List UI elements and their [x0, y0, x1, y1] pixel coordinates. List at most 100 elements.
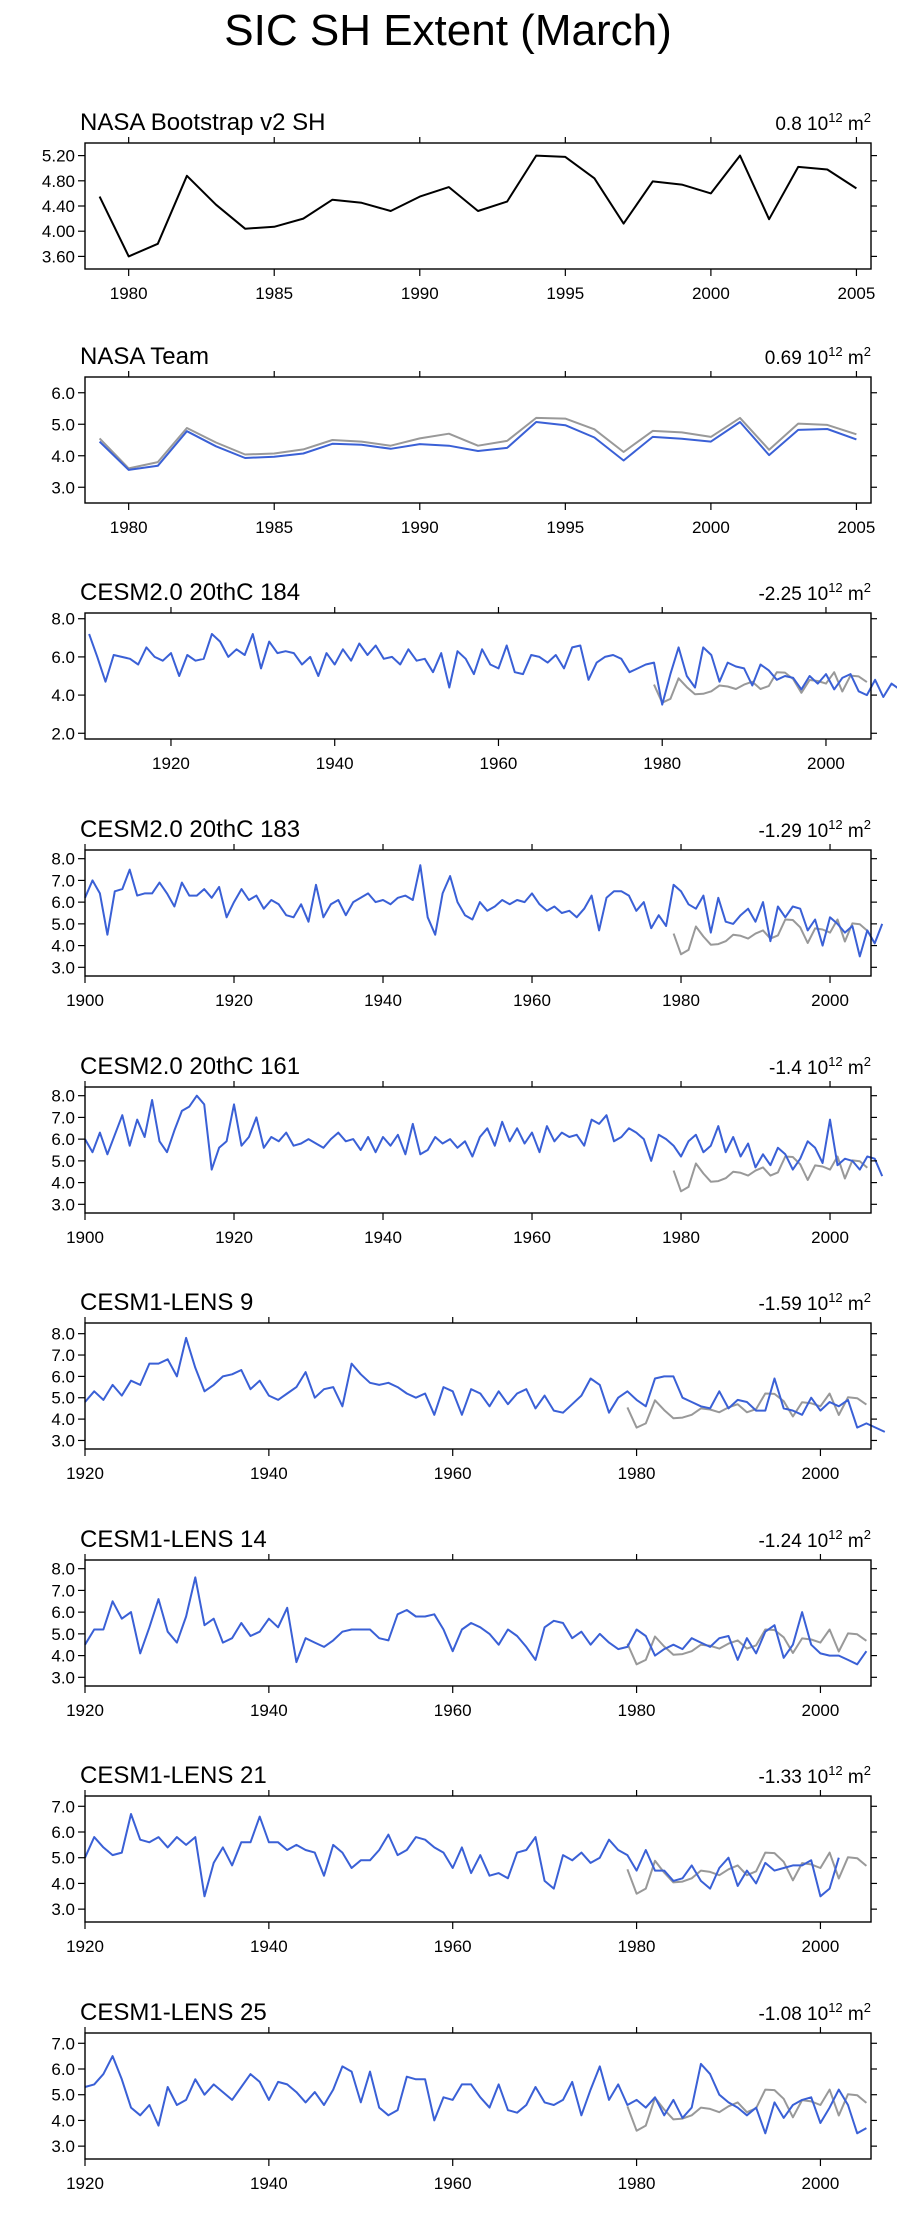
series-line-obs-ref [672, 1155, 868, 1193]
x-tick-label: 1920 [66, 1701, 104, 1720]
y-tick-label: 4.0 [51, 686, 75, 705]
x-tick-label: 2000 [802, 1464, 840, 1483]
x-tick-label: 1960 [434, 2174, 472, 2193]
x-tick-label: 2005 [838, 284, 876, 303]
y-tick-label: 6.0 [51, 893, 75, 912]
x-tick-label: 1960 [434, 1464, 472, 1483]
y-tick-label: 7.0 [51, 871, 75, 890]
x-tick-label: 1960 [434, 1701, 472, 1720]
y-tick-label: 6.0 [51, 384, 75, 403]
series-line-obs-ref [653, 671, 868, 704]
panel-trend-label: -1.29 1012 m2 [758, 817, 871, 842]
y-tick-label: 4.0 [51, 1647, 75, 1666]
x-tick-label: 1980 [618, 1937, 656, 1956]
y-tick-label: 5.20 [42, 147, 75, 166]
x-tick-label: 1940 [316, 754, 354, 773]
main-title: SIC SH Extent (March) [224, 6, 671, 55]
x-tick-label: 1900 [66, 991, 104, 1010]
panel-title: CESM2.0 20thC 184 [80, 579, 300, 606]
chart-panel: CESM2.0 20thC 184 -2.25 1012 m2 1920 1940 19… [51, 579, 897, 773]
series-line-model [84, 1094, 884, 1177]
panel-title: CESM1-LENS 25 [80, 1999, 267, 2026]
plot-frame [84, 849, 872, 977]
plot-frame [84, 142, 872, 270]
series-line-obs [98, 154, 857, 258]
chart-panel: CESM2.0 20thC 183 -1.29 1012 m2 1900 1920 19… [51, 816, 884, 1010]
plot-frame [84, 1086, 872, 1214]
series-line-obs-ref [626, 1392, 867, 1429]
x-tick-label: 2005 [838, 518, 876, 537]
x-tick-label: 1995 [546, 284, 584, 303]
y-tick-label: 8.0 [51, 1560, 75, 1579]
x-tick-label: 2000 [802, 2174, 840, 2193]
panel-title: NASA Bootstrap v2 SH [80, 109, 325, 136]
y-tick-label: 6.0 [51, 1603, 75, 1622]
y-tick-label: 3.0 [51, 478, 75, 497]
y-tick-label: 5.0 [51, 1625, 75, 1644]
chart-panel: NASA Bootstrap v2 SH 0.8 1012 m2 1980 1985 1… [42, 109, 877, 303]
x-tick-label: 1985 [255, 518, 293, 537]
plot-frame [84, 1322, 872, 1450]
x-tick-label: 1960 [513, 1228, 551, 1247]
x-tick-label: 1960 [434, 1937, 472, 1956]
y-tick-label: 6.0 [51, 1130, 75, 1149]
x-tick-label: 1980 [110, 284, 148, 303]
y-tick-label: 5.0 [51, 2086, 75, 2105]
x-tick-label: 1920 [215, 1228, 253, 1247]
x-tick-label: 1940 [250, 1701, 288, 1720]
series-line-model [84, 864, 884, 958]
y-tick-label: 6.0 [51, 648, 75, 667]
y-tick-label: 2.0 [51, 724, 75, 743]
y-tick-label: 3.0 [51, 1668, 75, 1687]
series-line-obs-ref [98, 416, 857, 470]
x-tick-label: 1960 [480, 754, 518, 773]
y-tick-label: 4.0 [51, 1174, 75, 1193]
y-tick-label: 6.0 [51, 1823, 75, 1842]
x-tick-label: 1980 [643, 754, 681, 773]
y-tick-label: 4.0 [51, 1410, 75, 1429]
panel-title: CESM2.0 20thC 183 [80, 816, 300, 843]
x-tick-label: 1940 [250, 1464, 288, 1483]
y-tick-label: 3.0 [51, 1900, 75, 1919]
panel-title: CESM1-LENS 21 [80, 1762, 267, 1789]
series-line-model [84, 1336, 886, 1433]
x-tick-label: 1940 [250, 2174, 288, 2193]
x-tick-label: 1980 [662, 991, 700, 1010]
x-tick-label: 2000 [692, 518, 730, 537]
y-tick-label: 5.0 [51, 415, 75, 434]
chart-panel: CESM1-LENS 25 -1.08 1012 m2 1920 1940 1960 19… [51, 1999, 877, 2193]
y-tick-label: 3.0 [51, 958, 75, 977]
x-tick-label: 1920 [66, 1464, 104, 1483]
y-tick-label: 3.60 [42, 247, 75, 266]
panel-trend-label: -1.33 1012 m2 [758, 1763, 871, 1788]
plot-frame [84, 376, 872, 504]
chart-panel: CESM2.0 20thC 161 -1.4 1012 m2 1900 1920 194… [51, 1053, 884, 1247]
y-tick-label: 8.0 [51, 610, 75, 629]
panel-trend-label: -1.4 1012 m2 [769, 1054, 871, 1079]
x-tick-label: 1940 [364, 991, 402, 1010]
x-tick-label: 1980 [110, 518, 148, 537]
y-tick-label: 4.0 [51, 937, 75, 956]
series-line-obs-ref [626, 1628, 867, 1666]
series-line-model [84, 1576, 868, 1666]
y-tick-label: 4.80 [42, 172, 75, 191]
chart-panel: CESM1-LENS 21 -1.33 1012 m2 1920 1940 1960 19… [51, 1762, 877, 1956]
y-tick-label: 3.0 [51, 2137, 75, 2156]
x-tick-label: 1990 [401, 284, 439, 303]
plot-frame [84, 612, 872, 740]
y-tick-label: 5.0 [51, 1389, 75, 1408]
x-tick-label: 1980 [662, 1228, 700, 1247]
x-tick-label: 1940 [250, 1937, 288, 1956]
y-tick-label: 4.0 [51, 1874, 75, 1893]
y-tick-label: 4.0 [51, 447, 75, 466]
x-tick-label: 1980 [618, 1464, 656, 1483]
y-tick-label: 7.0 [51, 2034, 75, 2053]
plot-frame [84, 1559, 872, 1687]
chart-panel: NASA Team 0.69 1012 m2 1980 1985 1990 1995 200… [51, 343, 877, 537]
chart-panel: CESM1-LENS 14 -1.24 1012 m2 1920 1940 1960 19… [51, 1526, 877, 1720]
series-line-obs-ref [626, 2088, 868, 2132]
x-tick-label: 2000 [802, 1937, 840, 1956]
x-tick-label: 1920 [66, 1937, 104, 1956]
y-tick-label: 6.0 [51, 1367, 75, 1386]
